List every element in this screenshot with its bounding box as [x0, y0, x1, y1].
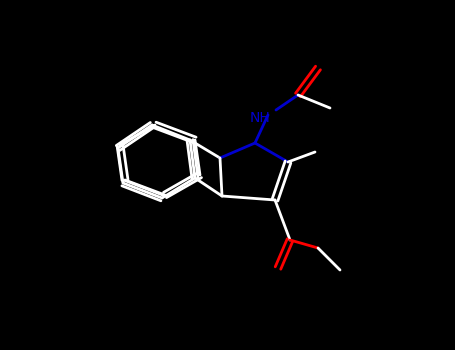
Text: NH: NH: [250, 111, 270, 125]
